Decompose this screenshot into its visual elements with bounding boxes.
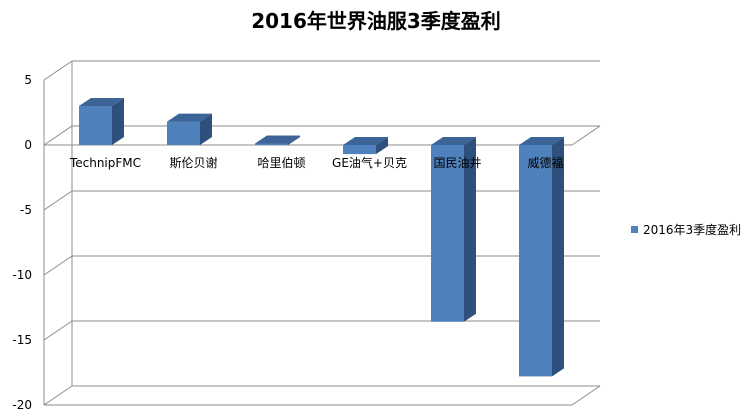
bar-side [288, 135, 300, 145]
grid-layer [43, 60, 601, 406]
category-label: 哈里伯顿 [257, 155, 305, 170]
bar [255, 135, 300, 145]
y-tick-label: 5 [24, 73, 32, 87]
y-tick-label: -5 [20, 203, 32, 217]
bar [343, 137, 388, 155]
bar-side [552, 137, 564, 377]
bar-top [79, 98, 124, 106]
gridline-side [43, 125, 73, 146]
category-label: 国民油井 [433, 156, 481, 170]
bar [519, 137, 564, 377]
y-tick-label: 0 [24, 138, 32, 152]
gridline-side [43, 255, 73, 276]
category-label: 威德福 [527, 155, 563, 170]
category-label: TechnipFMC [69, 156, 141, 170]
bar-front [431, 145, 464, 322]
legend-swatch [631, 226, 638, 233]
bar-layer [79, 98, 564, 377]
bar-front [167, 121, 200, 145]
y-tick-label: -20 [12, 398, 32, 412]
bar-top [519, 137, 564, 145]
bar-top [343, 137, 388, 145]
category-label: 斯伦贝谢 [169, 155, 217, 170]
chart-title: 2016年世界油服3季度盈利 [251, 9, 501, 33]
y-axis: 5 0 -5 -10 -15 -20 [12, 73, 32, 412]
bar-top [167, 113, 212, 122]
legend-label: 2016年3季度盈利 [643, 222, 741, 237]
y-tick-label: -10 [12, 268, 32, 282]
gridline-side [43, 320, 73, 341]
bar-side [200, 113, 212, 145]
floor-side-edge [571, 385, 601, 406]
bar-front [519, 145, 552, 377]
bar-front [343, 145, 376, 155]
bar-top [255, 135, 300, 144]
bar-front [255, 143, 288, 145]
category-label: GE油气+贝克 [332, 155, 407, 170]
y-tick-label: -15 [12, 333, 32, 347]
gridline-side [43, 190, 73, 211]
bar-top [431, 137, 476, 145]
legend: 2016年3季度盈利 [631, 222, 741, 237]
gridline-side [43, 385, 73, 406]
bar-side [464, 137, 476, 322]
bar [431, 137, 476, 322]
bar-side [112, 98, 124, 145]
bar-side [376, 137, 388, 155]
bar [167, 113, 212, 145]
bar-front [79, 106, 112, 145]
x-axis: TechnipFMC 斯伦贝谢 哈里伯顿 GE油气+贝克 国民油井 威德福 [69, 155, 564, 170]
bar [79, 98, 124, 145]
zero-plane-side [571, 125, 601, 146]
gridline-side [43, 60, 73, 81]
